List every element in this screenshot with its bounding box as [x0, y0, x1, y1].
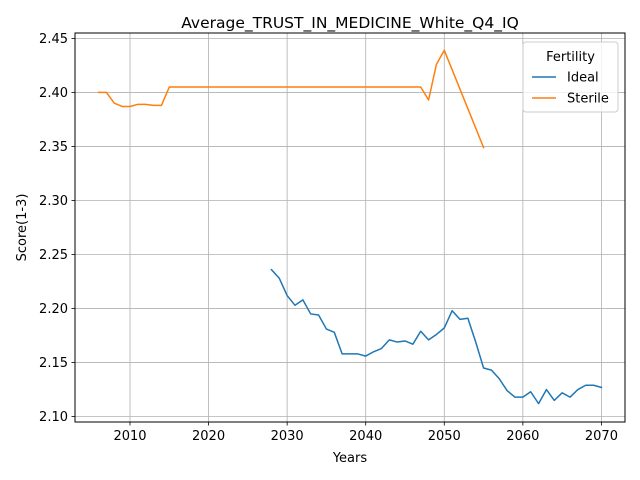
legend-label-ideal: Ideal: [567, 71, 599, 86]
y-tick-label: 2.35: [39, 140, 68, 155]
y-tick-label: 2.30: [39, 194, 68, 209]
legend-label-sterile: Sterile: [567, 92, 609, 107]
legend: Fertility Ideal Sterile: [522, 41, 619, 113]
legend-title: Fertility: [546, 50, 595, 65]
grid-lines: [75, 33, 625, 422]
y-tick-label: 2.10: [39, 410, 68, 425]
legend-box: [522, 41, 619, 113]
x-axis-title: Years: [332, 451, 368, 466]
y-tick-label: 2.20: [39, 302, 68, 317]
series-lines: [97, 49, 603, 405]
x-tick-label: 2010: [113, 429, 146, 444]
y-axis-title: Score(1-3): [15, 194, 30, 262]
y-axis-ticks: 2.10 2.15 2.20 2.25 2.30 2.35 2.40 2.45: [39, 32, 75, 425]
x-tick-label: 2020: [192, 429, 225, 444]
y-tick-label: 2.40: [39, 86, 68, 101]
y-tick-label: 2.25: [39, 248, 68, 263]
x-tick-label: 2040: [349, 429, 382, 444]
plot-frame: [74, 32, 626, 423]
x-tick-label: 2050: [428, 429, 461, 444]
y-tick-label: 2.45: [39, 32, 68, 47]
series-line-sterile: [97, 49, 485, 149]
x-tick-label: 2060: [506, 429, 539, 444]
y-tick-label: 2.15: [39, 356, 68, 371]
series-line-ideal: [270, 268, 603, 405]
x-tick-label: 2070: [585, 429, 618, 444]
chart-title: Average_TRUST_IN_MEDICINE_White_Q4_IQ: [181, 14, 519, 33]
x-tick-label: 2030: [271, 429, 304, 444]
x-axis-ticks: 2010 2020 2030 2040 2050 2060 2070: [113, 422, 618, 444]
